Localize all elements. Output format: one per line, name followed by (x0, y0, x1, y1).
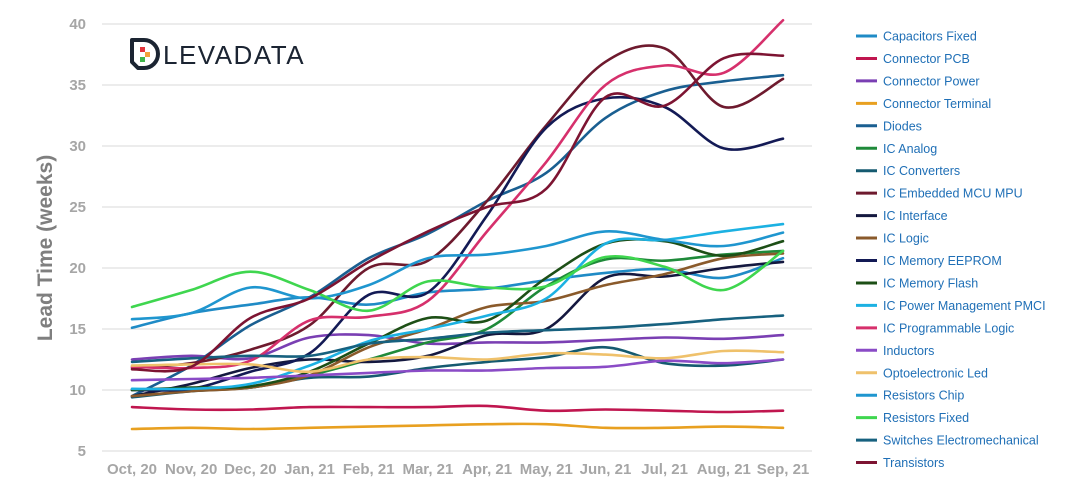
y-tick-label: 30 (69, 138, 86, 155)
x-tick-label: Oct, 20 (107, 461, 157, 478)
series-line-connector-power (130, 333, 785, 361)
legend-item: IC Memory Flash (856, 276, 978, 290)
y-tick-label: 40 (69, 16, 86, 33)
x-tick-label: Dec, 20 (224, 461, 277, 478)
x-tick-label: Mar, 21 (402, 461, 453, 478)
x-axis-ticks: Oct, 20 Nov, 20 Dec, 20 Jan, 21 Feb, 21 Mar, … (107, 461, 809, 478)
legend-item: Resistors Chip (856, 389, 964, 403)
y-tick-label: 10 (69, 382, 86, 399)
x-tick-label: Sep, 21 (757, 461, 810, 478)
legend-label: IC Interface (883, 209, 948, 223)
y-axis-label: Lead Time (weeks) (34, 155, 57, 341)
series-line-resistors-fixed (130, 249, 785, 313)
legend-item: IC Interface (856, 209, 948, 223)
legend-item: Optoelectronic Led (856, 366, 988, 380)
logo-icon (130, 38, 160, 70)
legend-label: IC Memory Flash (883, 276, 978, 290)
legend-label: IC Analog (883, 142, 937, 156)
legend-label: Capacitors Fixed (883, 30, 977, 44)
legend-item: Capacitors Fixed (856, 30, 977, 44)
series-line-transistors (130, 52, 785, 373)
logo-dot-orange (145, 52, 150, 57)
legend-item: Switches Electromechanical (856, 434, 1039, 448)
legend-label: Connector Terminal (883, 97, 991, 111)
legend-label: Resistors Chip (883, 389, 964, 403)
y-tick-label: 5 (78, 443, 86, 460)
legend-item: IC Converters (856, 164, 960, 178)
legend-label: Transistors (883, 456, 944, 470)
legend-label: Inductors (883, 344, 934, 358)
x-tick-label: Jul, 21 (641, 461, 688, 478)
legend-label: IC Converters (883, 164, 960, 178)
legend-item: IC Programmable Logic (856, 321, 1014, 335)
logo-dot-red (140, 47, 145, 52)
legend-item: IC Memory EEPROM (856, 254, 1002, 268)
legend-item: Connector Power (856, 74, 980, 88)
legend-label: IC Memory EEPROM (883, 254, 1002, 268)
legend-item: IC Embedded MCU MPU (856, 187, 1023, 201)
legend-item: IC Analog (856, 142, 937, 156)
logo-dot-green (140, 57, 145, 62)
x-tick-label: Aug, 21 (697, 461, 751, 478)
x-tick-label: Nov, 20 (165, 461, 217, 478)
legend-item: IC Logic (856, 232, 929, 246)
legend-item: Resistors Fixed (856, 411, 969, 425)
x-tick-label: May, 21 (520, 461, 573, 478)
series-line-connector-terminal (130, 422, 785, 431)
y-axis-ticks: 5 10 15 20 25 30 35 40 (69, 16, 86, 460)
brand-name: LEVADATA (163, 40, 305, 70)
legend-label: Resistors Fixed (883, 411, 969, 425)
legend: Capacitors Fixed Connector PCB Connector P… (856, 30, 1046, 470)
brand-logo: LEVADATA (130, 38, 305, 70)
legend-label: Switches Electromechanical (883, 434, 1039, 448)
legend-item: Diodes (856, 119, 922, 133)
y-tick-label: 35 (69, 77, 86, 94)
legend-label: Optoelectronic Led (883, 366, 988, 380)
series-line-connector-pcb (130, 404, 785, 414)
series-line-optoelectronic-led (130, 349, 785, 374)
legend-label: Diodes (883, 119, 922, 133)
y-tick-label: 25 (69, 199, 86, 216)
y-tick-label: 20 (69, 260, 86, 277)
legend-label: IC Programmable Logic (883, 321, 1014, 335)
legend-item: Inductors (856, 344, 934, 358)
series-line-inductors (130, 358, 785, 382)
series-line-resistors-chip (130, 230, 785, 321)
series-line-ic-programmable-logic (130, 19, 785, 370)
legend-item: Connector PCB (856, 52, 970, 66)
series-line-ic-memory-flash (130, 238, 785, 392)
x-tick-label: Jun, 21 (580, 461, 632, 478)
legend-item: Connector Terminal (856, 97, 991, 111)
legend-label: Connector Power (883, 74, 980, 88)
series-line-ic-embedded-mcu-mpu (130, 44, 785, 370)
series-line-ic-interface (130, 260, 785, 398)
x-tick-label: Jan, 21 (284, 461, 335, 478)
x-tick-label: Feb, 21 (343, 461, 395, 478)
legend-label: IC Embedded MCU MPU (883, 187, 1023, 201)
x-tick-label: Apr, 21 (462, 461, 512, 478)
legend-label: IC Power Management PMCI (883, 299, 1046, 313)
series-line-switches-electromechanical (130, 314, 785, 364)
legend-item: Transistors (856, 456, 944, 470)
legend-label: Connector PCB (883, 52, 970, 66)
legend-item: IC Power Management PMCI (856, 299, 1046, 313)
legend-label: IC Logic (883, 232, 929, 246)
y-tick-label: 15 (69, 321, 86, 338)
series-lines (130, 19, 785, 431)
